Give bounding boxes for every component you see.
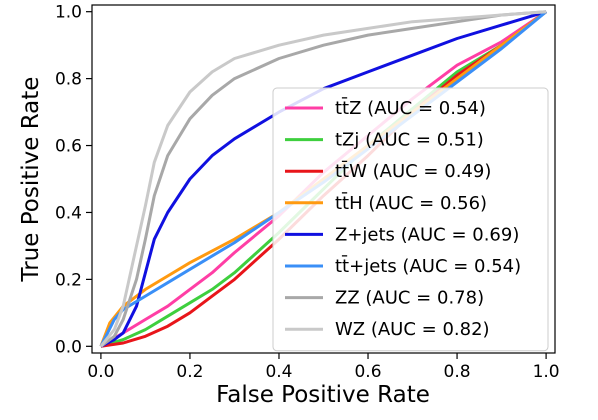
legend-label-2: tZj (AUC = 0.51) xyxy=(335,130,484,151)
y-tick-label: 0.4 xyxy=(55,203,82,223)
legend-label-1: tt̄Z (AUC = 0.54) xyxy=(335,97,486,119)
x-axis-label: False Positive Rate xyxy=(216,382,430,408)
x-tick-label: 0.2 xyxy=(176,362,203,382)
x-tick-label: 0.0 xyxy=(87,362,114,382)
y-axis-label: True Positive Rate xyxy=(18,77,44,283)
legend-label-3: tt̄W (AUC = 0.49) xyxy=(335,160,491,182)
y-tick-label: 0.8 xyxy=(55,70,82,90)
series-line-8 xyxy=(99,10,547,348)
legend: tt̄Z (AUC = 0.54) tZj (AUC = 0.51) tt̄W (A… xyxy=(272,87,549,352)
series-line-5 xyxy=(100,10,547,348)
x-tick-label: 0.6 xyxy=(354,362,381,382)
x-tick-label: 0.4 xyxy=(265,362,292,382)
x-tick-label: 1.0 xyxy=(533,362,560,382)
series-line-2 xyxy=(100,10,548,348)
legend-label-7: ZZ (AUC = 0.78) xyxy=(335,288,484,309)
legend-label-5: Z+jets (AUC = 0.69) xyxy=(335,224,519,245)
y-tick-label: 0.6 xyxy=(55,137,82,157)
legend-label-4: tt̄H (AUC = 0.56) xyxy=(335,192,487,214)
x-tick-label: 0.8 xyxy=(444,362,471,382)
legend-label-6: tt̄+jets (AUC = 0.54) xyxy=(335,255,521,277)
legend-label-8: WZ (AUC = 0.82) xyxy=(335,319,490,340)
series-line-1 xyxy=(100,10,547,348)
axes-layer: 0.0 0.2 0.4 0.6 0.8 1.0 0.0 0.2 0.4 0.6 0.8 1.0 xyxy=(55,3,560,382)
y-tick-label: 0.0 xyxy=(55,337,82,357)
y-tick-label: 0.2 xyxy=(55,270,82,290)
y-tick-label: 1.0 xyxy=(55,3,82,23)
series-line-7 xyxy=(100,10,547,348)
series-line-3 xyxy=(100,10,548,348)
legend-frame xyxy=(272,87,549,352)
